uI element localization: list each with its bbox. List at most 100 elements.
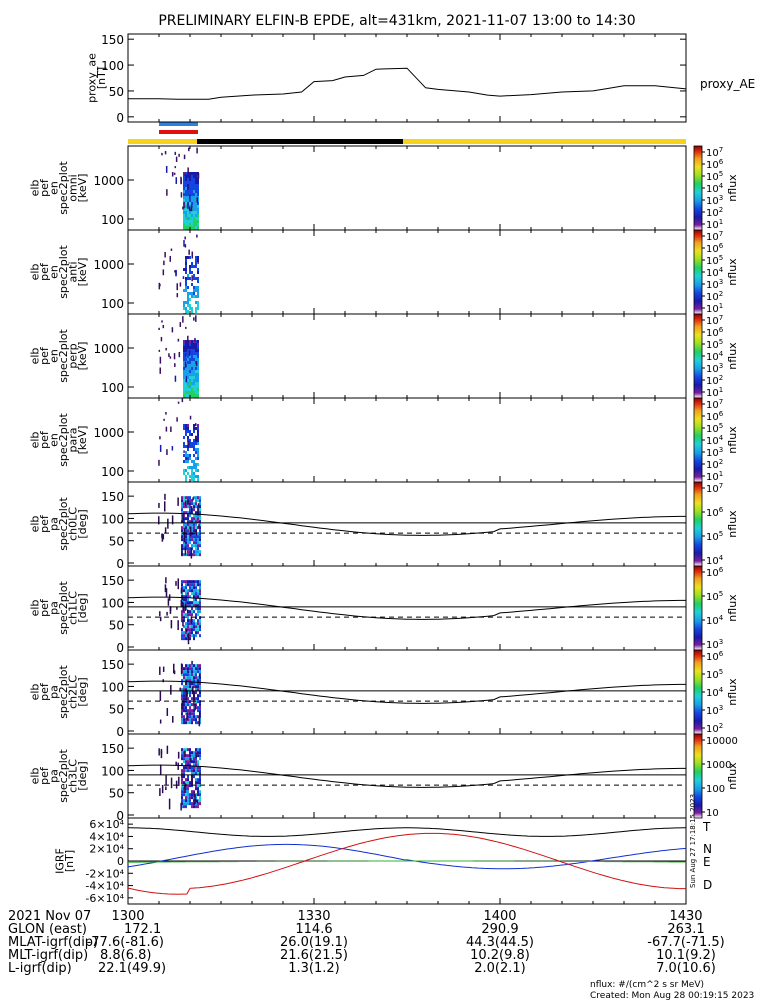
pa-cell [191, 685, 193, 689]
spectrogram-cell [191, 475, 193, 478]
ylabel-line: spec2plot [57, 413, 70, 467]
pa-cell [189, 760, 191, 764]
tick-label-1300: 1300 [111, 909, 144, 924]
spectrogram-speck [159, 356, 162, 364]
spectrogram-cell [191, 391, 193, 394]
pa-cell [199, 517, 201, 521]
colorbar-tick-label: 104 [706, 182, 724, 195]
spectrogram-cell [185, 478, 187, 481]
spectrogram-cell [197, 358, 199, 361]
colorbar-tick-label: 10 [706, 808, 719, 819]
pa-speck [177, 751, 180, 759]
pa-cell [195, 514, 197, 518]
pa-cell [199, 688, 201, 692]
pa-cell [195, 685, 197, 689]
colorbar-tick-label: 107 [706, 398, 723, 411]
spectrogram-speck [196, 234, 198, 238]
pa-cell [195, 799, 197, 803]
pa-cell [181, 637, 183, 641]
colorbar-tick-label: 1000 [706, 760, 731, 771]
spectrogram-cell [183, 349, 185, 352]
pa-cell [189, 505, 191, 509]
ylabel-line: elb [28, 516, 41, 533]
colorbar-tick-label: 103 [706, 194, 723, 207]
pa-cell [191, 607, 193, 611]
pa-cell [183, 769, 185, 773]
pa-cell [187, 691, 189, 695]
spectrogram-cell [191, 442, 193, 445]
spectrogram-cell [183, 217, 185, 220]
pa-cell [197, 517, 199, 521]
spectrogram-cell [193, 358, 195, 361]
spectrogram-cell [197, 424, 199, 427]
pa-cell [197, 538, 199, 542]
ytick-label: 50 [109, 619, 124, 633]
pa-cell [193, 529, 195, 533]
spectrogram-speck [196, 197, 198, 203]
ylabel-line: spec2plot [57, 161, 70, 215]
spectrogram-cell [189, 268, 191, 271]
pa-cell [187, 547, 189, 551]
spectrogram-cell [191, 343, 193, 346]
pa-cell [191, 697, 193, 701]
pa-cell [193, 766, 195, 770]
spectrogram-cell [187, 217, 189, 220]
pa-cell [193, 553, 195, 557]
spectrogram-cell [185, 268, 187, 271]
pa-cell [195, 676, 197, 680]
pa-cell [183, 715, 185, 719]
spectrogram-cell [185, 181, 187, 184]
spectrogram-cell [191, 478, 193, 481]
pa-cell [187, 532, 189, 536]
spectrogram-cell [183, 454, 185, 457]
pa-cell [195, 625, 197, 629]
spectrogram-cell [191, 445, 193, 448]
pa-cell [199, 709, 201, 713]
pa-cell [189, 673, 191, 677]
pa-cell [199, 691, 201, 695]
ytick-label: 0 [116, 641, 124, 655]
pa-cell [189, 667, 191, 671]
pa-cell [199, 700, 201, 704]
spectrogram-cell [193, 265, 195, 268]
spectrogram-speck [165, 412, 167, 415]
spectrogram-cell [191, 340, 193, 343]
pa-cell [197, 583, 199, 587]
pa-cell [191, 502, 193, 506]
spectrogram-cell [189, 304, 191, 307]
spectrogram-cell [193, 364, 195, 367]
pa-cell [187, 496, 189, 500]
pa-cell [189, 721, 191, 725]
pa-cell [187, 796, 189, 800]
pa-speck [166, 707, 169, 716]
ephem-row-label-mlat: MLAT-igrf(dip) [8, 935, 98, 950]
spectrogram-cell [187, 223, 189, 226]
spectrogram-cell [191, 214, 193, 217]
spectrogram-cell [191, 217, 193, 220]
pa-cell [183, 610, 185, 614]
spectrogram-speck [164, 150, 167, 155]
pa-cell [193, 523, 195, 527]
pa-cell [187, 622, 189, 626]
pa-cell [197, 676, 199, 680]
igrf-legend-t: T [702, 820, 711, 834]
pa-cell [197, 766, 199, 770]
spectrogram-cell [193, 286, 195, 289]
pa-cell [183, 586, 185, 590]
pa-cell [199, 601, 201, 605]
pa-cell [197, 610, 199, 614]
pa-cell [187, 757, 189, 761]
l-1330: 1.3(1.2) [288, 961, 340, 976]
pa-cell [191, 790, 193, 794]
colorbar-tick-label: 102 [706, 458, 723, 471]
spectrogram-cell [195, 301, 197, 304]
spectrogram-cell [187, 361, 189, 364]
spectrogram-cell [197, 394, 199, 397]
colorbar-label: nflux [726, 174, 739, 202]
spectrogram-cell [183, 436, 185, 439]
spectrogram-cell [191, 388, 193, 391]
spectrogram-cell [195, 352, 197, 355]
pa-cell [189, 706, 191, 710]
spectrogram-cell [195, 394, 197, 397]
pa-speck [198, 717, 201, 727]
